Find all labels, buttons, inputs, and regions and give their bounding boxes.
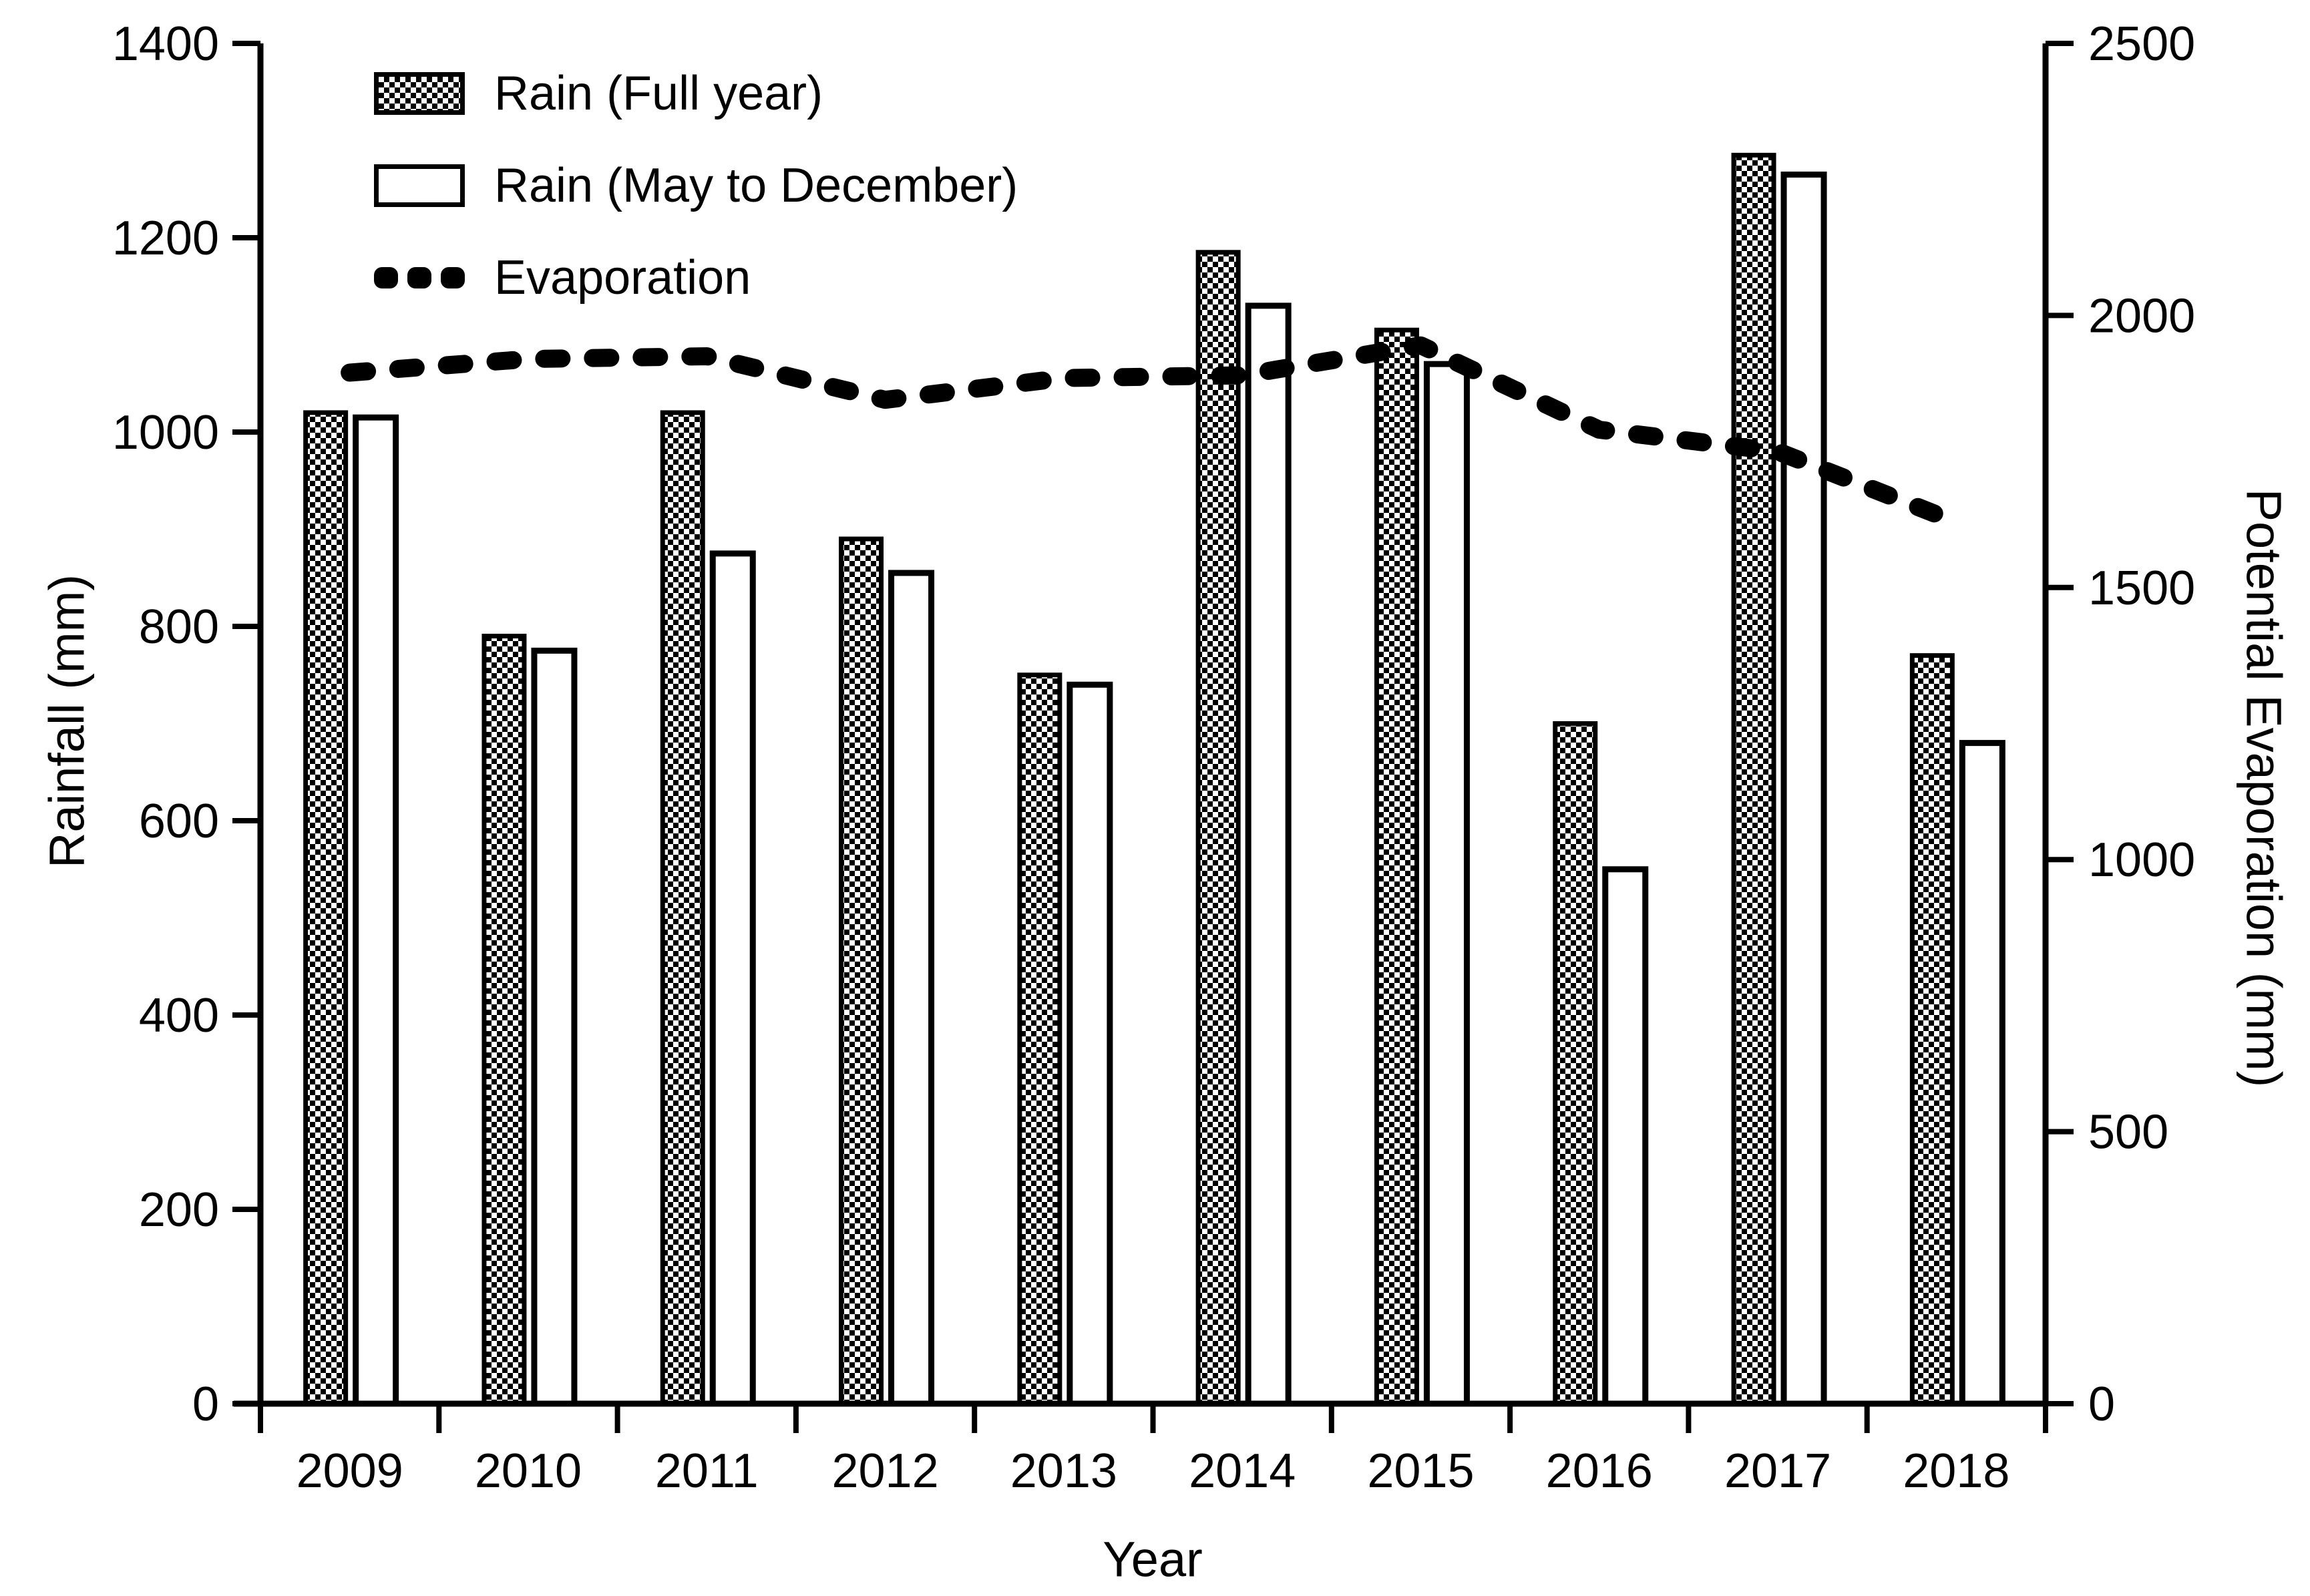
- right-axis-tick-label: 2000: [2088, 289, 2195, 343]
- left-axis-tick-label: 400: [139, 989, 219, 1042]
- checkered-bar-swatch-icon: [374, 72, 465, 115]
- year-tick-label: 2009: [297, 1444, 403, 1498]
- left-axis-tick-label: 1400: [112, 17, 219, 71]
- bar-2016-may-december: [1602, 866, 1649, 1407]
- legend: Rain (Full year) Rain (May to December) …: [374, 67, 1018, 305]
- bar-2012-may-december: [888, 570, 935, 1407]
- bar-2014-full-year: [1195, 250, 1241, 1406]
- bar-2009-may-december: [353, 414, 399, 1407]
- right-axis-tick-label: 0: [2088, 1378, 2115, 1431]
- legend-label: Rain (May to December): [494, 159, 1018, 212]
- right-axis-tick-label: 1000: [2088, 833, 2195, 887]
- left-axis-tick-label: 1200: [112, 212, 219, 265]
- year-tick-label: 2012: [831, 1444, 938, 1498]
- bar-2015-may-december: [1423, 361, 1470, 1407]
- left-axis-title: Rainfall (mm): [39, 574, 95, 868]
- bar-2017-full-year: [1731, 152, 1776, 1406]
- dashed-line-swatch-icon: [374, 267, 465, 288]
- legend-label: Rain (Full year): [494, 67, 823, 120]
- bar-2017-may-december: [1780, 171, 1827, 1407]
- right-axis-tick-label: 2500: [2088, 17, 2195, 71]
- bar-2011-may-december: [709, 550, 756, 1407]
- bar-2018-full-year: [1909, 653, 1955, 1406]
- bar-series-1: [353, 171, 2005, 1407]
- tick-labels-group: 0 200 400 600 800 1000 1200 1400 0 500 1000 1500 200…: [112, 17, 2195, 1498]
- bar-series-group: [303, 152, 2005, 1407]
- legend-item-rain-may-december: Rain (May to December): [374, 159, 1018, 212]
- left-axis-tick-label: 800: [139, 600, 219, 654]
- year-tick-label: 2014: [1189, 1444, 1296, 1498]
- year-tick-label: 2016: [1546, 1444, 1653, 1498]
- left-axis-tick-label: 0: [192, 1378, 219, 1431]
- white-bar-swatch-icon: [374, 164, 465, 207]
- bar-2018-may-december: [1959, 740, 2005, 1407]
- legend-item-rain-full-year: Rain (Full year): [374, 67, 1018, 120]
- year-tick-label: 2013: [1010, 1444, 1117, 1498]
- legend-label: Evaporation: [494, 251, 751, 305]
- year-tick-label: 2011: [655, 1444, 759, 1498]
- bar-2009-full-year: [303, 410, 349, 1406]
- left-axis-tick-label: 200: [139, 1183, 219, 1237]
- year-tick-label: 2010: [475, 1444, 582, 1498]
- right-axis-title: Potential Evaporation (mm): [2236, 488, 2292, 1088]
- left-axis-tick-label: 1000: [112, 406, 219, 459]
- year-tick-label: 2018: [1903, 1444, 2009, 1498]
- bar-2015-full-year: [1374, 327, 1419, 1406]
- axes-group: [232, 41, 2074, 1433]
- bar-2014-may-december: [1245, 303, 1292, 1407]
- bar-2012-full-year: [839, 536, 884, 1406]
- legend-item-evaporation: Evaporation: [374, 251, 1018, 305]
- x-axis-title: Year: [1103, 1531, 1203, 1587]
- bar-2010-full-year: [482, 634, 527, 1406]
- evaporation-dashed-line: [341, 336, 1965, 532]
- bar-2013-full-year: [1017, 672, 1063, 1406]
- right-axis-tick-label: 500: [2088, 1106, 2168, 1159]
- left-axis-tick-label: 600: [139, 795, 219, 848]
- evaporation-line-group: [341, 336, 1965, 532]
- bar-2010-may-december: [531, 647, 578, 1407]
- bar-2011-full-year: [660, 410, 705, 1406]
- year-tick-label: 2017: [1724, 1444, 1831, 1498]
- right-axis-tick-label: 1500: [2088, 562, 2195, 615]
- bar-2016-full-year: [1553, 721, 1598, 1406]
- bar-2013-may-december: [1067, 681, 1113, 1407]
- year-tick-label: 2015: [1367, 1444, 1474, 1498]
